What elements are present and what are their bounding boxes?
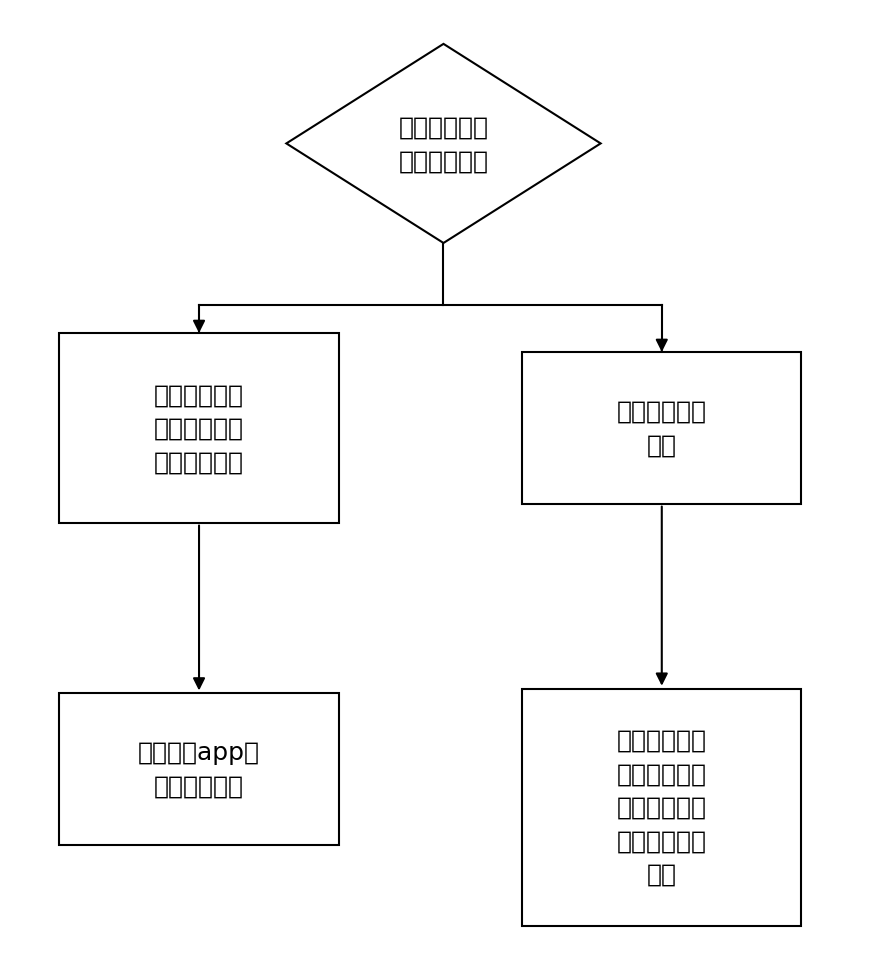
Text: 告知电站处峰
并询问是否需
要为电站供电: 告知电站处峰 并询问是否需 要为电站供电 bbox=[154, 382, 244, 474]
Text: 告知电站处于
高峰: 告知电站处于 高峰 bbox=[616, 400, 706, 457]
Text: 电网处于负荷
高峰或者低峰: 电网处于负荷 高峰或者低峰 bbox=[398, 115, 488, 173]
Text: 电站通过app鼓
励用户来充电: 电站通过app鼓 励用户来充电 bbox=[138, 741, 260, 798]
FancyBboxPatch shape bbox=[59, 333, 338, 523]
Polygon shape bbox=[286, 45, 600, 244]
FancyBboxPatch shape bbox=[59, 694, 338, 845]
FancyBboxPatch shape bbox=[522, 353, 801, 505]
Text: 电站避免更过
用户充电并将
风力发电和蓄
电池电量返回
电网: 电站避免更过 用户充电并将 风力发电和蓄 电池电量返回 电网 bbox=[616, 728, 706, 886]
FancyBboxPatch shape bbox=[522, 689, 801, 925]
